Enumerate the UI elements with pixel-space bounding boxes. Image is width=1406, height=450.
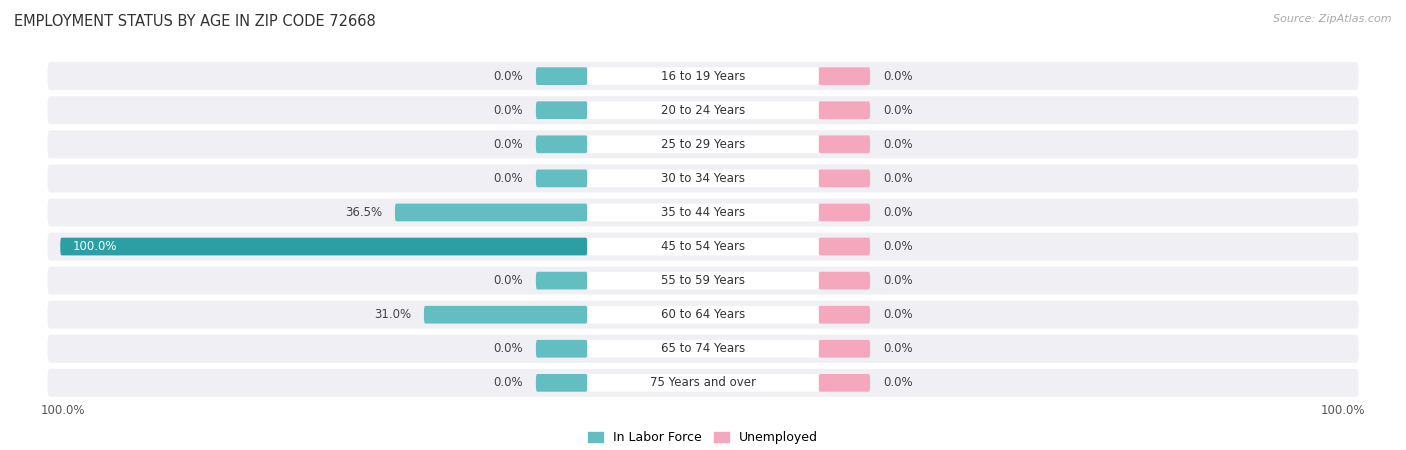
Text: 100.0%: 100.0% (1320, 404, 1365, 417)
Text: 0.0%: 0.0% (494, 104, 523, 117)
Text: 100.0%: 100.0% (41, 404, 86, 417)
FancyBboxPatch shape (588, 170, 818, 187)
FancyBboxPatch shape (536, 135, 588, 153)
FancyBboxPatch shape (818, 135, 870, 153)
FancyBboxPatch shape (818, 68, 870, 85)
FancyBboxPatch shape (588, 272, 818, 289)
Text: 100.0%: 100.0% (73, 240, 118, 253)
FancyBboxPatch shape (536, 170, 588, 187)
FancyBboxPatch shape (588, 101, 818, 119)
Text: 36.5%: 36.5% (344, 206, 382, 219)
Text: 0.0%: 0.0% (494, 70, 523, 83)
Text: 0.0%: 0.0% (883, 104, 912, 117)
Text: 45 to 54 Years: 45 to 54 Years (661, 240, 745, 253)
FancyBboxPatch shape (588, 340, 818, 358)
Text: 25 to 29 Years: 25 to 29 Years (661, 138, 745, 151)
FancyBboxPatch shape (48, 233, 1358, 261)
Text: EMPLOYMENT STATUS BY AGE IN ZIP CODE 72668: EMPLOYMENT STATUS BY AGE IN ZIP CODE 726… (14, 14, 375, 28)
FancyBboxPatch shape (818, 340, 870, 358)
FancyBboxPatch shape (48, 130, 1358, 158)
Text: 0.0%: 0.0% (494, 376, 523, 389)
FancyBboxPatch shape (48, 335, 1358, 363)
Text: 31.0%: 31.0% (374, 308, 411, 321)
Text: 60 to 64 Years: 60 to 64 Years (661, 308, 745, 321)
FancyBboxPatch shape (536, 101, 588, 119)
Text: 75 Years and over: 75 Years and over (650, 376, 756, 389)
Text: 30 to 34 Years: 30 to 34 Years (661, 172, 745, 185)
Text: 0.0%: 0.0% (883, 274, 912, 287)
Text: 55 to 59 Years: 55 to 59 Years (661, 274, 745, 287)
Text: 20 to 24 Years: 20 to 24 Years (661, 104, 745, 117)
FancyBboxPatch shape (48, 96, 1358, 124)
FancyBboxPatch shape (536, 272, 588, 289)
FancyBboxPatch shape (48, 164, 1358, 192)
Text: 65 to 74 Years: 65 to 74 Years (661, 342, 745, 355)
Text: 0.0%: 0.0% (494, 342, 523, 355)
FancyBboxPatch shape (588, 68, 818, 85)
Text: 0.0%: 0.0% (883, 240, 912, 253)
FancyBboxPatch shape (818, 306, 870, 324)
Text: 0.0%: 0.0% (883, 342, 912, 355)
Text: 16 to 19 Years: 16 to 19 Years (661, 70, 745, 83)
FancyBboxPatch shape (588, 135, 818, 153)
Text: 0.0%: 0.0% (883, 138, 912, 151)
FancyBboxPatch shape (818, 374, 870, 392)
Text: 35 to 44 Years: 35 to 44 Years (661, 206, 745, 219)
Text: 0.0%: 0.0% (883, 376, 912, 389)
FancyBboxPatch shape (48, 62, 1358, 90)
FancyBboxPatch shape (818, 170, 870, 187)
FancyBboxPatch shape (48, 267, 1358, 295)
Text: 0.0%: 0.0% (494, 274, 523, 287)
FancyBboxPatch shape (60, 238, 588, 256)
FancyBboxPatch shape (536, 374, 588, 392)
Text: 0.0%: 0.0% (494, 172, 523, 185)
FancyBboxPatch shape (818, 203, 870, 221)
Text: 0.0%: 0.0% (883, 172, 912, 185)
FancyBboxPatch shape (588, 306, 818, 324)
FancyBboxPatch shape (588, 203, 818, 221)
FancyBboxPatch shape (48, 301, 1358, 328)
FancyBboxPatch shape (48, 369, 1358, 397)
Text: 0.0%: 0.0% (883, 206, 912, 219)
Text: 0.0%: 0.0% (494, 138, 523, 151)
Text: Source: ZipAtlas.com: Source: ZipAtlas.com (1274, 14, 1392, 23)
FancyBboxPatch shape (536, 340, 588, 358)
FancyBboxPatch shape (588, 238, 818, 256)
FancyBboxPatch shape (818, 101, 870, 119)
FancyBboxPatch shape (818, 272, 870, 289)
Text: 0.0%: 0.0% (883, 308, 912, 321)
Legend: In Labor Force, Unemployed: In Labor Force, Unemployed (588, 432, 818, 445)
Text: 0.0%: 0.0% (883, 70, 912, 83)
FancyBboxPatch shape (536, 68, 588, 85)
FancyBboxPatch shape (395, 203, 588, 221)
FancyBboxPatch shape (588, 374, 818, 392)
FancyBboxPatch shape (818, 238, 870, 256)
FancyBboxPatch shape (425, 306, 588, 324)
FancyBboxPatch shape (48, 198, 1358, 226)
